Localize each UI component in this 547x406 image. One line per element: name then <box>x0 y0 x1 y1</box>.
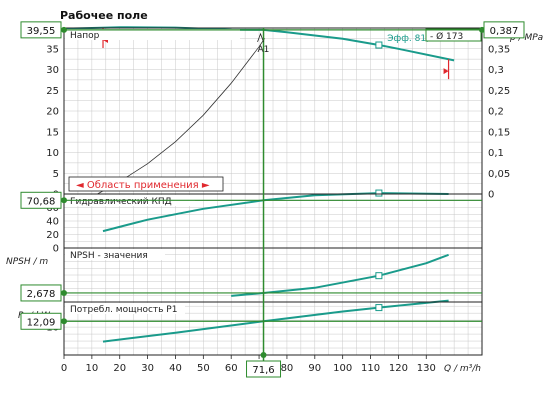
readout-value: 2,678 <box>27 289 56 300</box>
readout-box <box>20 191 62 209</box>
system-curve <box>97 38 265 195</box>
x-tick-label: 10 <box>85 363 98 374</box>
chart-title: Рабочее поле <box>60 9 148 22</box>
x-tick-label: 120 <box>389 363 408 374</box>
head-curve <box>63 26 455 62</box>
diameter-label: - Ø 173 <box>430 31 463 42</box>
overlay-layer[interactable]: 39,55 0,387 70,68 2,678 12,09 A1 71,6 <box>20 21 525 378</box>
head-left-tick-label: 35 <box>46 44 59 55</box>
npsh-label-bg <box>65 249 165 260</box>
x-tick-label: 110 <box>361 363 380 374</box>
efficiency-tick-label: 40 <box>46 217 59 228</box>
head-panel-label: Напор <box>70 31 100 41</box>
x-tick-label: 40 <box>169 363 182 374</box>
head-label-bg <box>65 29 240 40</box>
efficiency-tick-label: 0 <box>53 244 59 255</box>
cursor-handle[interactable] <box>61 26 67 33</box>
x-tick-label: 20 <box>113 363 126 374</box>
application-range-box <box>68 176 224 192</box>
x-tick-label: 90 <box>308 363 321 374</box>
readout-value: 39,55 <box>27 26 56 37</box>
npsh-panel-label: NPSH - значения <box>70 251 148 261</box>
npsh-axis-title: NPSH / m <box>6 257 48 267</box>
x-tick-label: 130 <box>417 363 436 374</box>
panel-frame-power <box>63 301 483 356</box>
efficiency-panel-label: Гидравлический КПД <box>70 197 172 207</box>
cursor-q-box <box>246 360 282 378</box>
efficiency-curve-marker <box>375 189 383 197</box>
x-axis-title: Q / m³/h <box>444 364 481 374</box>
cursor-handle[interactable] <box>61 318 67 325</box>
head-right-tick-label: 0,25 <box>488 86 510 97</box>
head-left-tick-label: 25 <box>46 86 59 97</box>
readout-box <box>20 312 62 330</box>
head-left-tick-label: 10 <box>46 148 59 159</box>
power-panel-label: Потребл. мощность P1 <box>70 305 177 315</box>
operating-point-label: A1 <box>258 45 270 55</box>
readout-box <box>20 284 62 302</box>
x-tick-label: 0 <box>61 363 67 374</box>
power-label-bg <box>65 303 185 314</box>
head-right-tick-label: 0,05 <box>488 169 510 180</box>
efficiency-label: Эфф. 81,4% <box>387 34 443 44</box>
head-right-tick-label: 0 <box>488 190 494 201</box>
x-tick-label: 30 <box>141 363 154 374</box>
readout-value: 70,68 <box>27 196 56 207</box>
x-tick-label: 60 <box>225 363 238 374</box>
head-left-tick-label: 5 <box>53 169 59 180</box>
cursor-q-value: 71,6 <box>252 365 274 376</box>
head-curve-marker <box>375 41 383 49</box>
head-left-tick-label: 20 <box>46 107 59 118</box>
head-right-tick-label: 0,1 <box>488 148 504 159</box>
readout-box <box>20 21 62 39</box>
cursor-q-handle[interactable] <box>260 352 267 358</box>
efficiency-tick-label: 20 <box>46 230 59 241</box>
cursor-handle[interactable] <box>61 289 67 296</box>
head-right-tick-label: 0,15 <box>488 127 510 138</box>
cursor-handle[interactable] <box>61 197 67 204</box>
head-left-tick-label: 15 <box>46 127 59 138</box>
readout-box-right <box>483 21 525 39</box>
head-left-tick-label: 30 <box>46 65 59 76</box>
head-right-axis-title: p / MPa <box>509 33 543 43</box>
grid-layer <box>64 28 482 355</box>
x-tick-label: 100 <box>333 363 352 374</box>
readout-value: 12,09 <box>27 317 56 328</box>
npsh-curve-marker <box>375 272 383 280</box>
application-range-label: ◄ Область применения ► <box>76 180 210 191</box>
diameter-box <box>425 28 482 42</box>
head-right-tick-label: 0,2 <box>488 107 504 118</box>
x-tick-label: 50 <box>197 363 210 374</box>
power-curve <box>102 299 449 343</box>
operating-point-mark <box>257 32 264 43</box>
head-right-tick-label: 0,3 <box>488 65 504 76</box>
readout-value-right: 0,387 <box>490 26 519 37</box>
x-tick-label: 80 <box>281 363 294 374</box>
power-curve-marker <box>375 304 383 312</box>
head-right-tick-label: 0,35 <box>488 44 510 55</box>
range-marker-arrow <box>443 68 449 75</box>
